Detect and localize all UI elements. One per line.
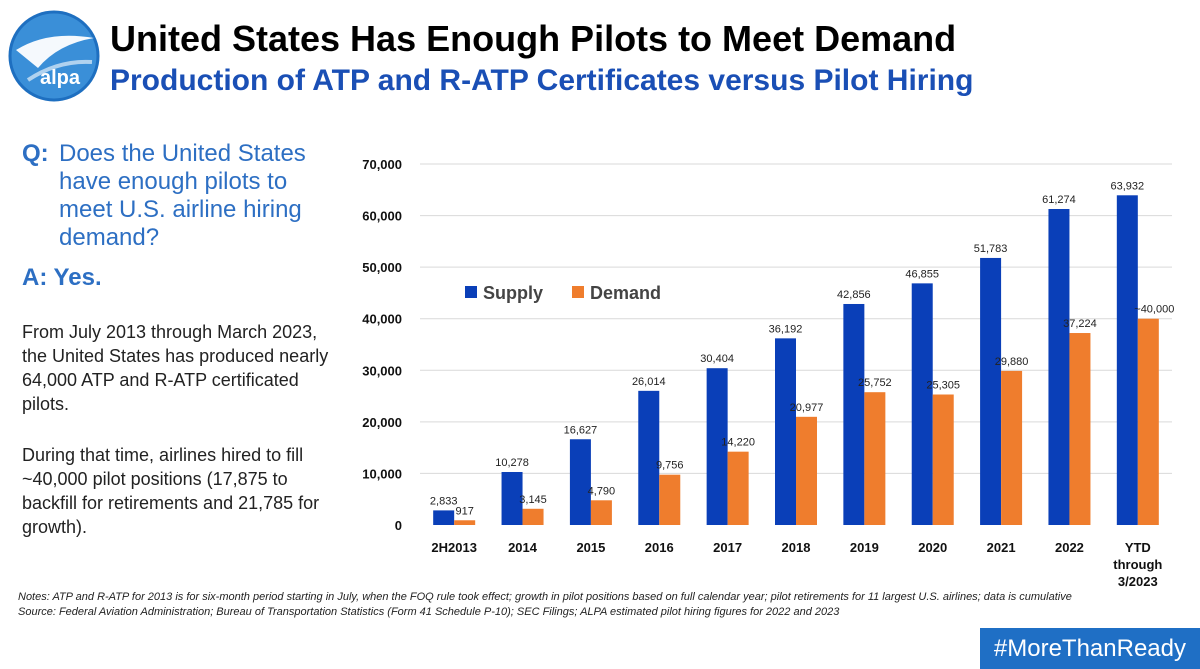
answer-text: A: Yes. [22,264,102,291]
supply-bar [980,257,1002,525]
supply-bar [775,338,796,525]
x-tick-label: 2016 [645,540,674,555]
legend-label-demand: Demand [590,283,661,303]
demand-bar [522,508,544,525]
demand-bar [454,520,476,525]
x-tick-label: YTD [1125,540,1151,555]
supply-data-label: 2,833 [430,495,458,507]
x-tick-label: 2014 [508,540,538,555]
supply-data-label: 61,274 [1042,194,1076,206]
demand-bar [659,474,681,525]
y-tick-label: 20,000 [362,415,402,430]
notes-block: Notes: ATP and R-ATP for 2013 is for six… [18,590,1188,620]
y-tick-label: 70,000 [362,157,402,172]
supply-data-label: 30,404 [700,353,734,365]
demand-bar [590,500,612,525]
x-tick-label: through [1113,557,1162,572]
demand-data-label: 14,220 [721,437,755,449]
supply-data-label: 26,014 [632,376,666,388]
y-tick-label: 10,000 [362,466,402,481]
demand-bar [1069,333,1091,525]
supply-data-label: 10,278 [495,457,529,469]
x-tick-label: 2020 [918,540,947,555]
demand-data-label: 29,880 [995,356,1029,368]
legend-label-supply: Supply [483,283,543,303]
hashtag-badge: #MoreThanReady [979,628,1200,669]
supply-bar [433,510,455,525]
supply-data-label: 63,932 [1110,180,1144,192]
alpa-logo: alpa [8,10,100,102]
x-tick-label: 2H2013 [431,540,477,555]
page-title: United States Has Enough Pilots to Meet … [110,18,957,59]
demand-data-label: 25,752 [858,377,892,389]
demand-bar [796,416,817,525]
x-tick-label: 2019 [850,540,879,555]
demand-data-label: 917 [456,505,474,517]
demand-bar [864,392,886,525]
legend-swatch-demand [572,286,584,298]
supply-data-label: 42,856 [837,289,871,301]
supply-data-label: 36,192 [769,323,803,335]
demand-data-label: 3,145 [519,494,547,506]
x-tick-label: 2018 [782,540,811,555]
y-tick-label: 60,000 [362,209,402,224]
demand-bar [1137,318,1159,525]
logo-text: alpa [40,67,81,89]
demand-data-label: 9,756 [656,460,684,472]
supply-bar [638,390,660,525]
demand-bar [932,394,954,525]
supply-demand-bar-chart: 0 10,000 20,000 30,000 40,000 50,000 60,000 70,… [362,157,1174,589]
x-tick-label: 2015 [576,540,605,555]
demand-data-label: ~40,000 [1134,304,1174,316]
supply-data-label: 16,627 [564,424,598,436]
supply-bar [843,303,865,525]
question-text: Does the United States have enough pilot… [59,140,306,251]
y-tick-label: 0 [395,518,402,533]
supply-bar [569,439,591,525]
supply-bar [1116,195,1138,525]
x-tick-label: 2017 [713,540,742,555]
legend-swatch-supply [465,286,477,298]
y-tick-label: 50,000 [362,260,402,275]
supply-data-label: 51,783 [974,243,1008,255]
demand-bar [1001,370,1023,525]
x-tick-label: 3/2023 [1118,574,1158,589]
supply-bar [1048,209,1070,525]
source-line: Source: Federal Aviation Administration;… [18,606,840,618]
notes-line: Notes: ATP and R-ATP for 2013 is for six… [18,591,1072,603]
demand-data-label: 37,224 [1063,318,1097,330]
page-subtitle: Production of ATP and R-ATP Certificates… [110,64,974,97]
demand-bar [727,451,749,525]
demand-data-label: 20,977 [790,402,824,414]
body-paragraph-1: From July 2013 through March 2023, the U… [22,322,329,414]
x-tick-label: 2021 [987,540,1016,555]
x-tick-label: 2022 [1055,540,1084,555]
demand-data-label: 4,790 [588,485,616,497]
y-tick-label: 30,000 [362,363,402,378]
supply-bar [501,471,523,525]
question-label: Q: [22,140,49,167]
demand-data-label: 25,305 [926,379,960,391]
supply-bar [706,368,728,525]
supply-data-label: 46,855 [905,268,939,280]
y-tick-label: 40,000 [362,312,402,327]
body-paragraph-2: During that time, airlines hired to fill… [22,445,320,537]
supply-bar [911,283,933,525]
